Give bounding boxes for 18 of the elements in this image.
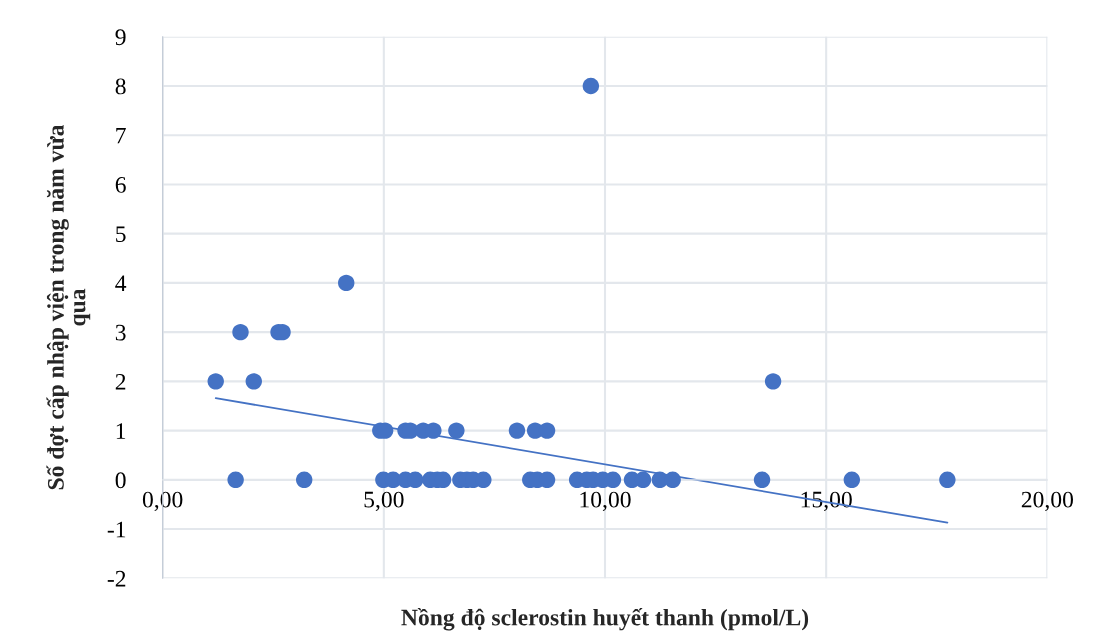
- x-tick-label: 0,00: [142, 491, 183, 511]
- x-tick-label: 20,00: [1021, 491, 1074, 511]
- y-tick-label: 6: [115, 176, 126, 193]
- x-tick-label: 10,00: [580, 491, 631, 511]
- y-tick-label: -1: [107, 521, 126, 538]
- y-tick-label: 0: [115, 472, 126, 489]
- y-tick-label: 2: [115, 373, 126, 390]
- y-tick-label: 1: [116, 423, 126, 439]
- y-tick-label: 5: [116, 226, 126, 243]
- y-tick-label: 8: [115, 78, 126, 95]
- y-tick-label: 3: [115, 324, 126, 341]
- y-tick-label: -2: [107, 570, 126, 587]
- x-tick-label: 5,00: [364, 491, 404, 511]
- y-tick-label: 7: [116, 127, 126, 144]
- x-axis-title: Nồng độ sclerostin huyết thanh (pmol/L): [401, 608, 809, 631]
- y-axis-title: Số đợt cấp nhập viện trong năm vừa qua: [46, 124, 91, 490]
- y-tick-label: 9: [115, 29, 126, 46]
- y-tick-label: 4: [115, 275, 127, 292]
